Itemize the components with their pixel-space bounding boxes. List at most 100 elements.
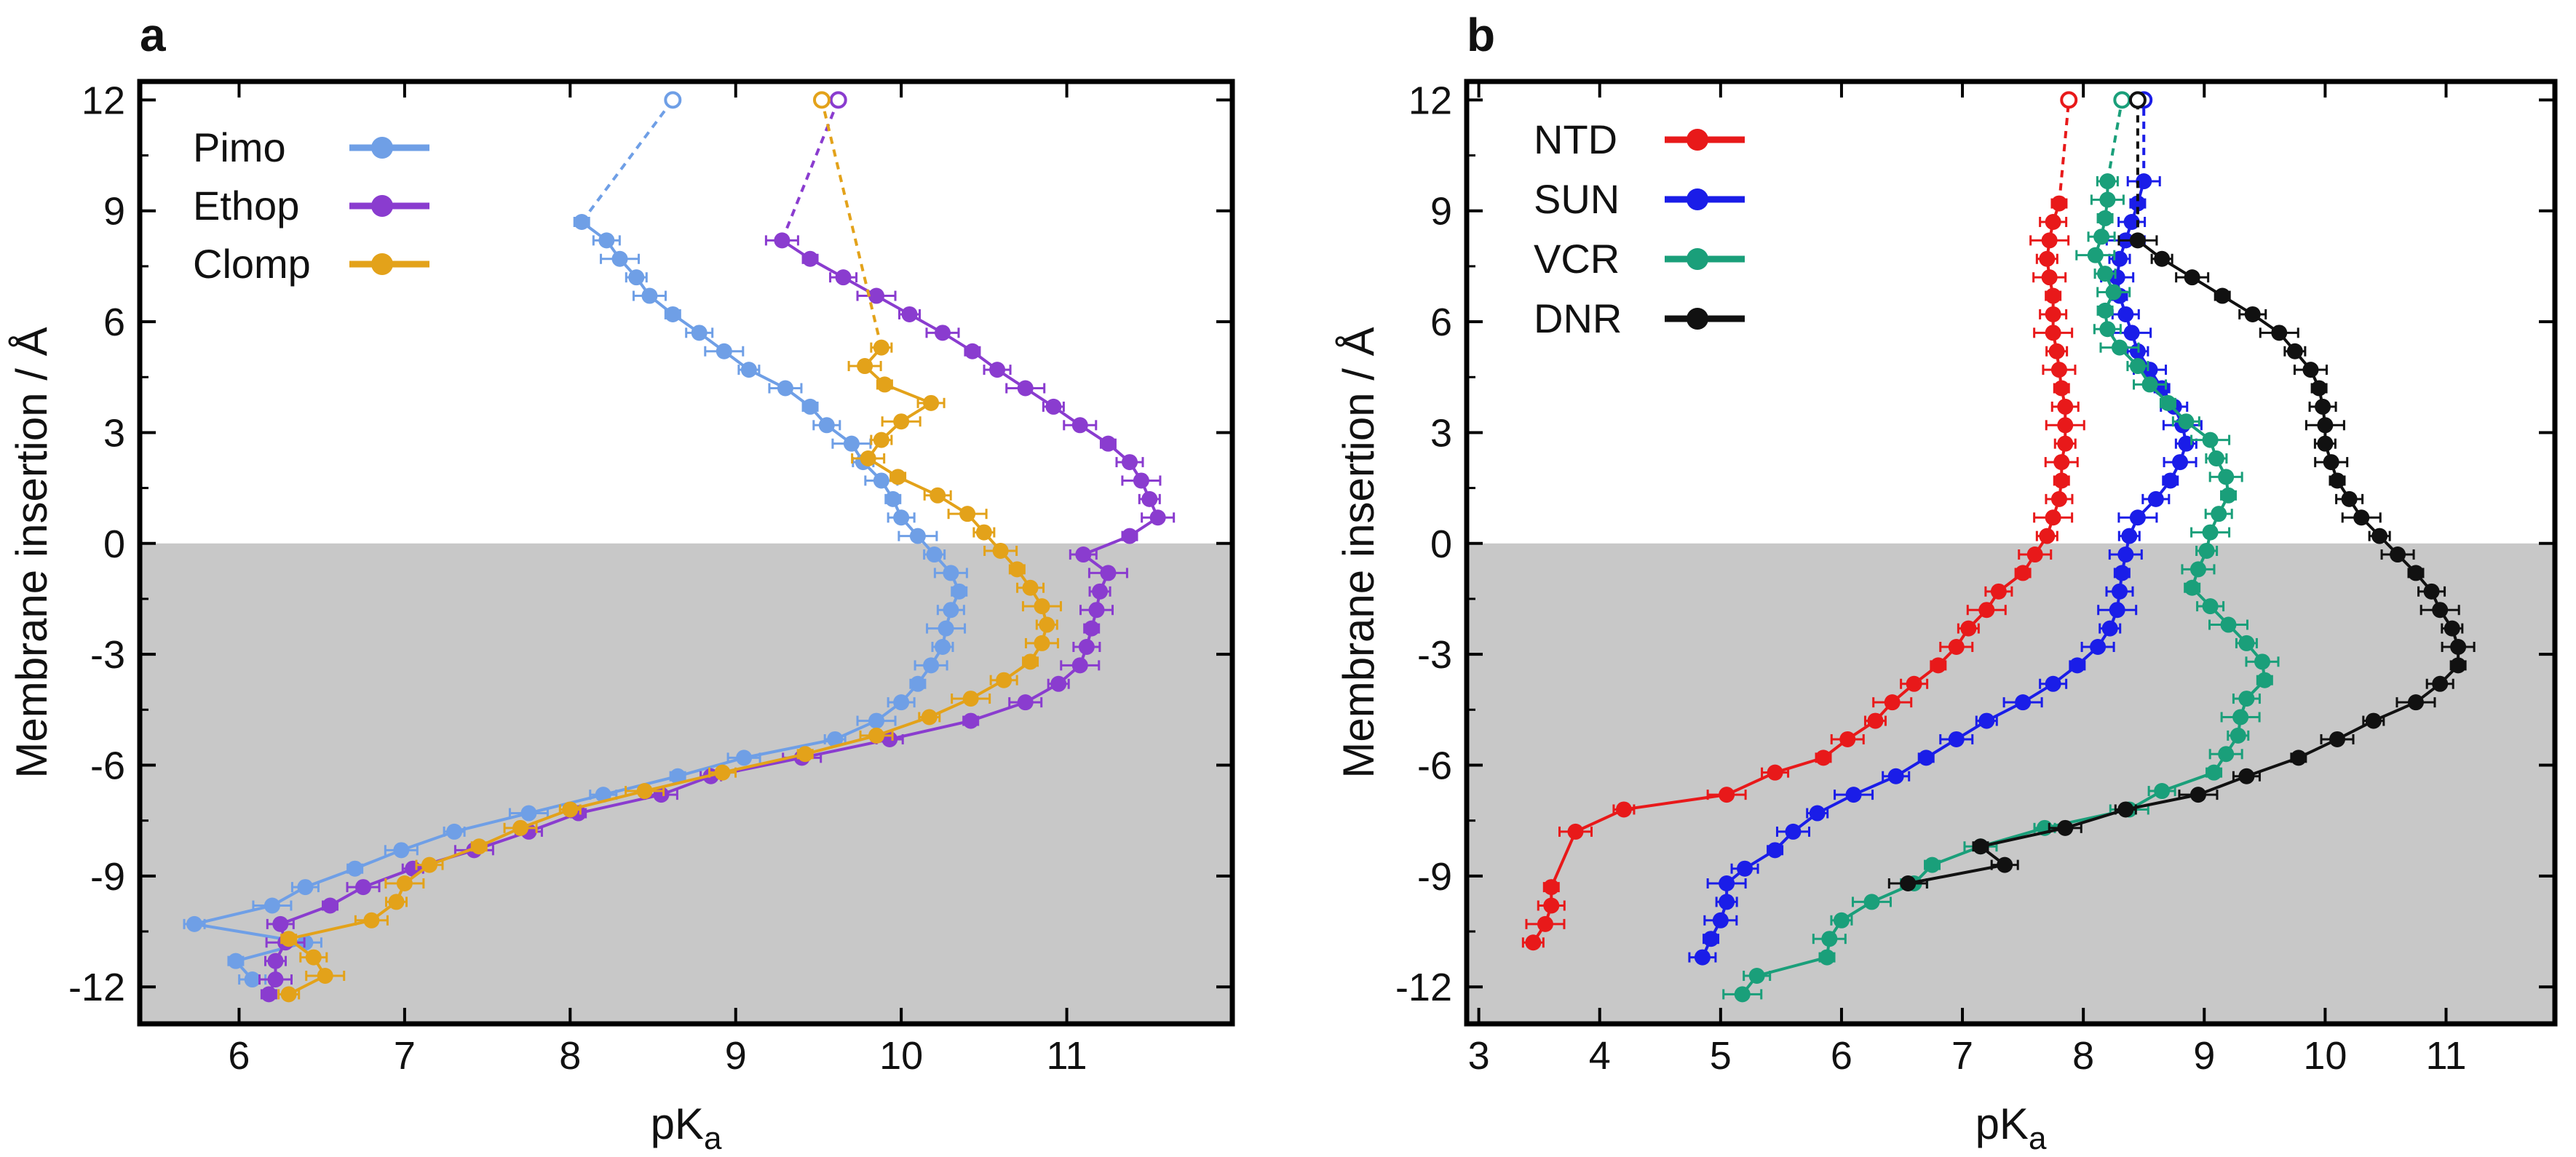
data-point bbox=[2202, 598, 2219, 615]
data-point bbox=[2198, 542, 2215, 559]
data-point bbox=[716, 343, 732, 359]
data-point bbox=[2112, 339, 2128, 356]
data-point bbox=[520, 805, 537, 822]
series-dashed-extension bbox=[2057, 100, 2071, 204]
data-point bbox=[1863, 894, 1880, 910]
data-point bbox=[996, 672, 1012, 688]
data-point bbox=[1039, 616, 1055, 633]
data-point bbox=[909, 675, 926, 692]
data-point bbox=[2045, 509, 2061, 526]
data-point bbox=[2230, 727, 2246, 744]
data-point bbox=[1034, 635, 1050, 651]
data-point bbox=[2057, 819, 2074, 836]
x-tick-label: 9 bbox=[2193, 1034, 2215, 1078]
data-point bbox=[322, 897, 338, 914]
y-tick-label: -6 bbox=[90, 744, 125, 788]
data-point bbox=[1141, 490, 1158, 507]
data-point bbox=[843, 435, 860, 452]
legend-label-ethop: Ethop bbox=[193, 183, 299, 228]
data-point bbox=[1088, 602, 1105, 619]
chart-panel-b: 3 4 5 6 7 8 9 10 11 12 9 6 3 0 -3 -6 -9 -12 NTD SUN VCR DNR b p… bbox=[1334, 9, 2558, 1156]
data-point bbox=[736, 750, 753, 766]
data-point bbox=[1703, 931, 1719, 947]
data-point bbox=[2141, 376, 2158, 393]
data-point bbox=[1712, 912, 1729, 929]
data-point bbox=[2041, 269, 2058, 286]
data-point bbox=[893, 509, 910, 526]
data-point bbox=[393, 842, 410, 859]
data-point bbox=[628, 269, 645, 286]
y-tick-label: -3 bbox=[90, 633, 125, 677]
data-point bbox=[2039, 250, 2056, 267]
data-point bbox=[868, 727, 885, 744]
data-point bbox=[2315, 398, 2331, 415]
data-point bbox=[1960, 620, 1977, 637]
data-point bbox=[2050, 195, 2067, 212]
series-sun bbox=[1688, 91, 2203, 966]
data-point bbox=[421, 856, 437, 873]
data-point bbox=[1734, 986, 1751, 1003]
data-point bbox=[2341, 490, 2358, 507]
data-point bbox=[2136, 173, 2152, 190]
data-point bbox=[2053, 454, 2070, 471]
data-point bbox=[2048, 343, 2065, 359]
data-point bbox=[1045, 398, 1062, 415]
data-point bbox=[267, 953, 284, 969]
data-point bbox=[1121, 454, 1138, 471]
data-point bbox=[2178, 413, 2195, 430]
legend-label-ntd: NTD bbox=[1534, 116, 1617, 162]
data-point bbox=[802, 398, 819, 415]
legend-label-sun: SUN bbox=[1534, 176, 1620, 222]
data-point bbox=[962, 712, 979, 729]
series-open-endpoint bbox=[2060, 91, 2078, 109]
data-point bbox=[1833, 912, 1850, 929]
data-point bbox=[2238, 635, 2255, 651]
data-point bbox=[1719, 787, 1735, 803]
data-point bbox=[2450, 657, 2467, 674]
data-point bbox=[860, 450, 876, 466]
data-point bbox=[261, 986, 277, 1003]
y-tick-label: 12 bbox=[1408, 79, 1452, 122]
data-point bbox=[2286, 343, 2303, 359]
data-point bbox=[562, 801, 579, 818]
legend-marker bbox=[371, 137, 393, 159]
y-tick-label: 9 bbox=[103, 190, 125, 234]
data-point bbox=[2178, 435, 2195, 452]
data-point bbox=[1997, 856, 2013, 873]
data-point bbox=[868, 712, 885, 729]
data-point bbox=[2432, 675, 2449, 692]
data-point bbox=[1900, 875, 1917, 892]
y-tick-label: -9 bbox=[1417, 855, 1452, 899]
data-point bbox=[227, 953, 244, 969]
data-point bbox=[2015, 565, 2032, 581]
data-point bbox=[2097, 302, 2114, 319]
data-point bbox=[446, 823, 463, 840]
y-tick-label: 12 bbox=[82, 79, 125, 122]
data-point bbox=[2112, 583, 2128, 600]
data-point bbox=[1767, 842, 1783, 859]
x-tick-label: 3 bbox=[1468, 1034, 1490, 1078]
data-point bbox=[873, 432, 889, 448]
data-point bbox=[714, 764, 731, 781]
data-point bbox=[1034, 598, 1050, 615]
data-point bbox=[2041, 232, 2058, 249]
data-point bbox=[1918, 750, 1935, 766]
data-point bbox=[1819, 949, 1836, 966]
data-point bbox=[857, 358, 873, 375]
data-point bbox=[2214, 287, 2231, 304]
data-point bbox=[2015, 694, 2032, 711]
data-point bbox=[2093, 228, 2110, 245]
series-dnr bbox=[1887, 91, 2476, 892]
data-point bbox=[2039, 528, 2056, 544]
data-point bbox=[935, 639, 951, 655]
data-point bbox=[2211, 506, 2227, 522]
data-point bbox=[305, 949, 322, 966]
y-tick-label: -9 bbox=[90, 855, 125, 899]
data-point bbox=[893, 413, 910, 430]
data-point bbox=[951, 583, 967, 600]
data-point bbox=[1071, 657, 1088, 674]
x-tick-label: 11 bbox=[1047, 1034, 1087, 1078]
y-axis-label: Membrane insertion / Å bbox=[7, 327, 56, 778]
data-point bbox=[923, 394, 940, 411]
y-axis-label: Membrane insertion / Å bbox=[1334, 327, 1383, 778]
